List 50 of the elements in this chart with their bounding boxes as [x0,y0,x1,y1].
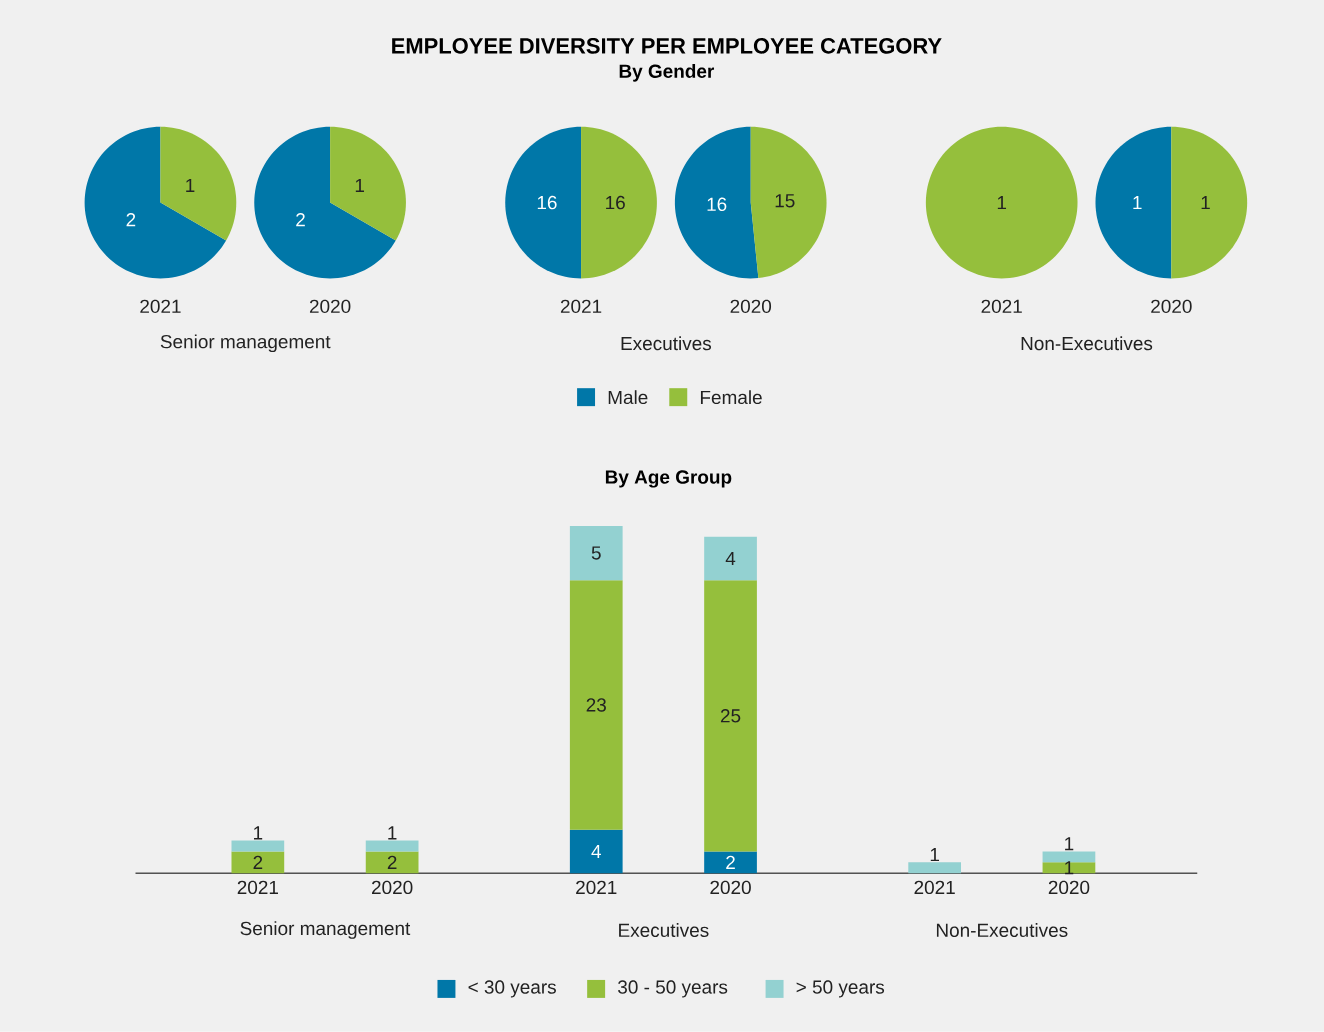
data-label: 25 [720,709,741,723]
data-label: 15 [775,194,795,208]
chart-title: By Age Group [605,470,732,488]
legend-label: 30 - 50 years [618,980,728,998]
text: 2021 [981,299,1022,314]
data-label: 16 [707,197,727,212]
data-label: 2 [126,213,136,227]
data-label: 2 [387,855,397,870]
data-label: 4 [725,552,736,566]
text: EMPLOYEE DIVERSITY PER EMPLOYEE CATEGORY [392,38,942,54]
text: 2020 [730,299,772,314]
x-tick-label: 2021 [237,880,278,895]
data-label: 4 [591,845,601,859]
data-label: 2 [726,855,735,870]
data-label: 23 [586,698,606,712]
data-label: 1 [355,179,365,193]
text: Senior management [240,921,411,939]
data-label: 16 [606,195,625,210]
data-label: 1 [997,196,1007,210]
text: Non-Executives [1021,336,1153,351]
x-tick-label: 2021 [914,880,955,895]
data-label: 1 [1201,196,1210,210]
data-label: 2 [296,213,305,227]
data-label: 1 [1065,861,1074,875]
text: 2020 [309,299,351,314]
data-label: 1 [254,826,263,840]
data-label: 1 [186,179,195,193]
text: 2021 [560,299,602,314]
x-tick-label: 2020 [710,880,751,895]
data-label: 1 [1065,837,1074,851]
data-label: 1 [930,848,939,862]
legend-label: Male [608,390,648,405]
text: 2020 [1151,299,1192,314]
legend-label: < 30 years [468,980,556,998]
x-tick-label: 2020 [372,880,413,895]
data-label: 1 [1133,196,1142,210]
data-label: 1 [388,826,397,840]
x-tick-label: 2021 [576,880,617,895]
data-label: 2 [253,855,263,870]
text: Executives [621,336,712,351]
text: Non-Executives [936,923,1068,938]
text: 2021 [140,299,181,314]
text: By Gender [619,64,715,82]
x-tick-label: 2020 [1048,880,1090,895]
legend-label: > 50 years [796,980,885,998]
text: Senior management [160,334,331,353]
legend-label: Female [700,390,762,405]
data-label: 16 [537,195,557,210]
data-label: 5 [591,546,601,560]
text: Executives [619,923,709,938]
